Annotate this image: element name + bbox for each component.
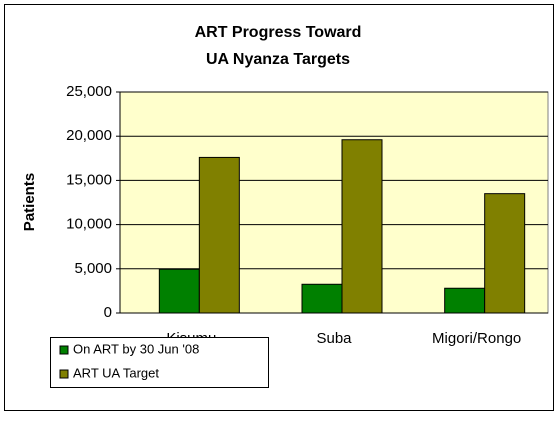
x-tick-label: Suba bbox=[316, 330, 352, 347]
x-tick-label: Migori/Rongo bbox=[432, 330, 521, 347]
bar bbox=[444, 287, 486, 314]
legend-label: On ART by 30 Jun '08 bbox=[73, 341, 199, 356]
y-tick-label: 10,000 bbox=[66, 216, 112, 233]
y-tick-label: 25,000 bbox=[66, 83, 112, 100]
bar bbox=[198, 156, 240, 314]
bar bbox=[341, 139, 383, 314]
y-axis-title: Patients bbox=[21, 173, 38, 231]
legend-label: ART UA Target bbox=[73, 365, 159, 380]
bar bbox=[484, 193, 526, 314]
chart-title: ART Progress Toward bbox=[195, 24, 362, 41]
bar bbox=[301, 283, 343, 314]
legend bbox=[50, 337, 269, 388]
y-tick-label: 5,000 bbox=[74, 260, 112, 277]
chart-title: UA Nyanza Targets bbox=[206, 51, 350, 68]
y-tick-label: 0 bbox=[104, 304, 112, 321]
y-tick-label: 20,000 bbox=[66, 127, 112, 144]
legend-swatch bbox=[59, 369, 69, 379]
bar bbox=[158, 268, 200, 314]
legend-swatch bbox=[59, 345, 69, 355]
y-tick-label: 15,000 bbox=[66, 171, 112, 188]
